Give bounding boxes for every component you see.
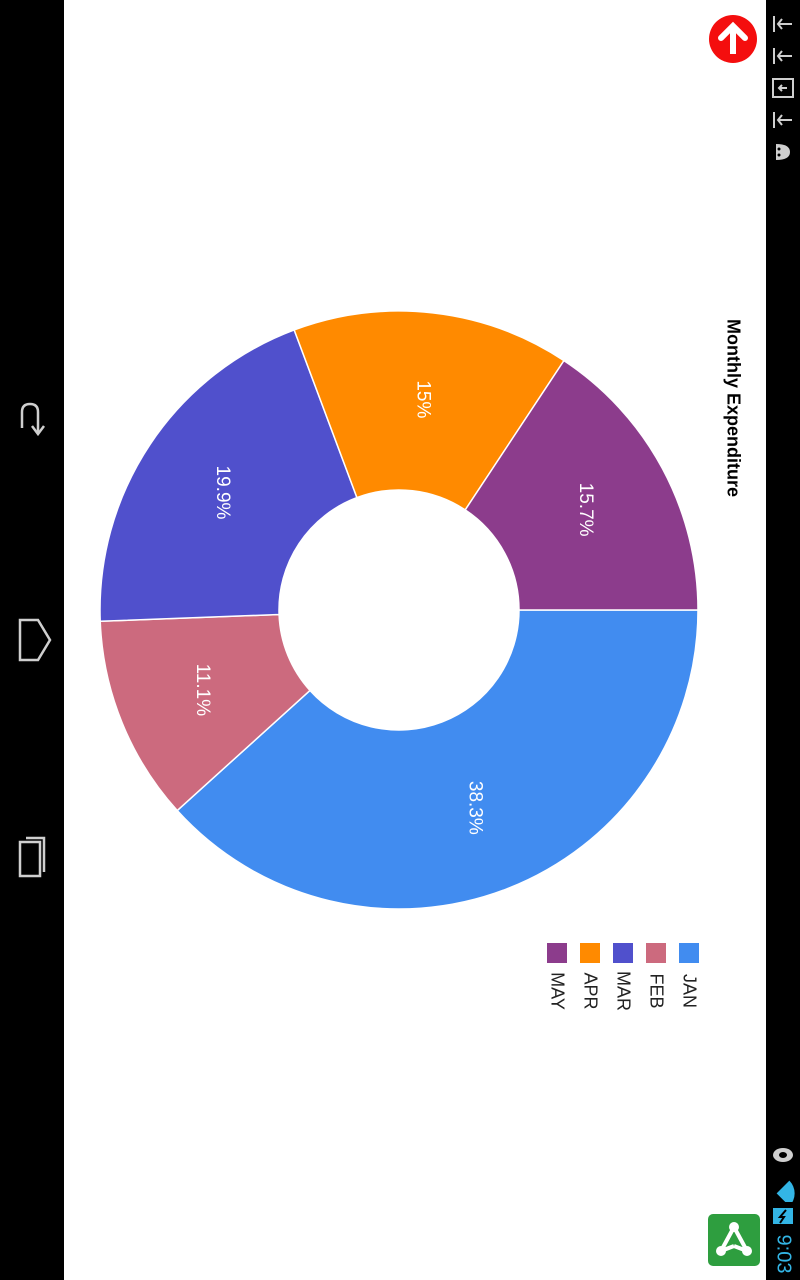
donut-slice-feb[interactable] bbox=[99, 613, 312, 812]
navigation-bar bbox=[0, 0, 64, 1280]
donut-slice-jan[interactable] bbox=[176, 609, 699, 910]
legend-label: MAR bbox=[613, 971, 634, 1011]
legend-label: MAY bbox=[547, 972, 568, 1010]
status-bar: 9:03 bbox=[766, 0, 800, 1280]
wifi-icon bbox=[776, 1180, 795, 1202]
slice-label-feb: 11.1% bbox=[192, 664, 213, 717]
legend-label: APR bbox=[580, 972, 601, 1010]
battery-charging-icon bbox=[773, 1208, 793, 1224]
home-icon bbox=[18, 618, 52, 662]
back-icon bbox=[20, 402, 45, 437]
bluetooth-icon bbox=[773, 1148, 793, 1162]
legend-item-jan: JAN bbox=[674, 943, 704, 1023]
download-icon bbox=[772, 78, 794, 98]
legend-item-feb: FEB bbox=[641, 943, 671, 1023]
usb-icon bbox=[773, 16, 792, 32]
slice-label-may: 15.7% bbox=[575, 483, 596, 537]
recent-apps-icon bbox=[18, 836, 46, 878]
legend-item-mar: MAR bbox=[608, 943, 638, 1023]
usb-icon bbox=[773, 48, 792, 64]
app-launcher-button[interactable] bbox=[708, 1214, 760, 1266]
legend-swatch bbox=[580, 943, 600, 963]
slice-label-mar: 19.9% bbox=[212, 466, 233, 520]
back-button[interactable] bbox=[0, 382, 64, 462]
share-node-icon bbox=[716, 1222, 752, 1256]
legend-item-apr: APR bbox=[575, 943, 605, 1023]
legend-swatch bbox=[679, 943, 699, 963]
usb-icon bbox=[773, 112, 792, 128]
home-button[interactable] bbox=[0, 600, 64, 680]
arrow-up-icon bbox=[709, 15, 757, 63]
slice-label-apr: 15% bbox=[412, 380, 433, 418]
android-debug-icon bbox=[776, 144, 790, 160]
donut-slice-apr[interactable] bbox=[293, 310, 565, 511]
legend-label: FEB bbox=[646, 973, 667, 1009]
scroll-up-button[interactable] bbox=[708, 14, 758, 64]
donut-slice-may[interactable] bbox=[464, 359, 699, 611]
legend-item-may: MAY bbox=[542, 943, 572, 1023]
recent-apps-button[interactable] bbox=[0, 816, 64, 896]
legend-swatch bbox=[613, 943, 633, 963]
donut-slice-mar[interactable] bbox=[99, 329, 358, 623]
legend-swatch bbox=[646, 943, 666, 963]
slice-label-jan: 38.3% bbox=[465, 781, 486, 835]
legend-label: JAN bbox=[679, 973, 700, 1009]
legend-swatch bbox=[547, 943, 567, 963]
